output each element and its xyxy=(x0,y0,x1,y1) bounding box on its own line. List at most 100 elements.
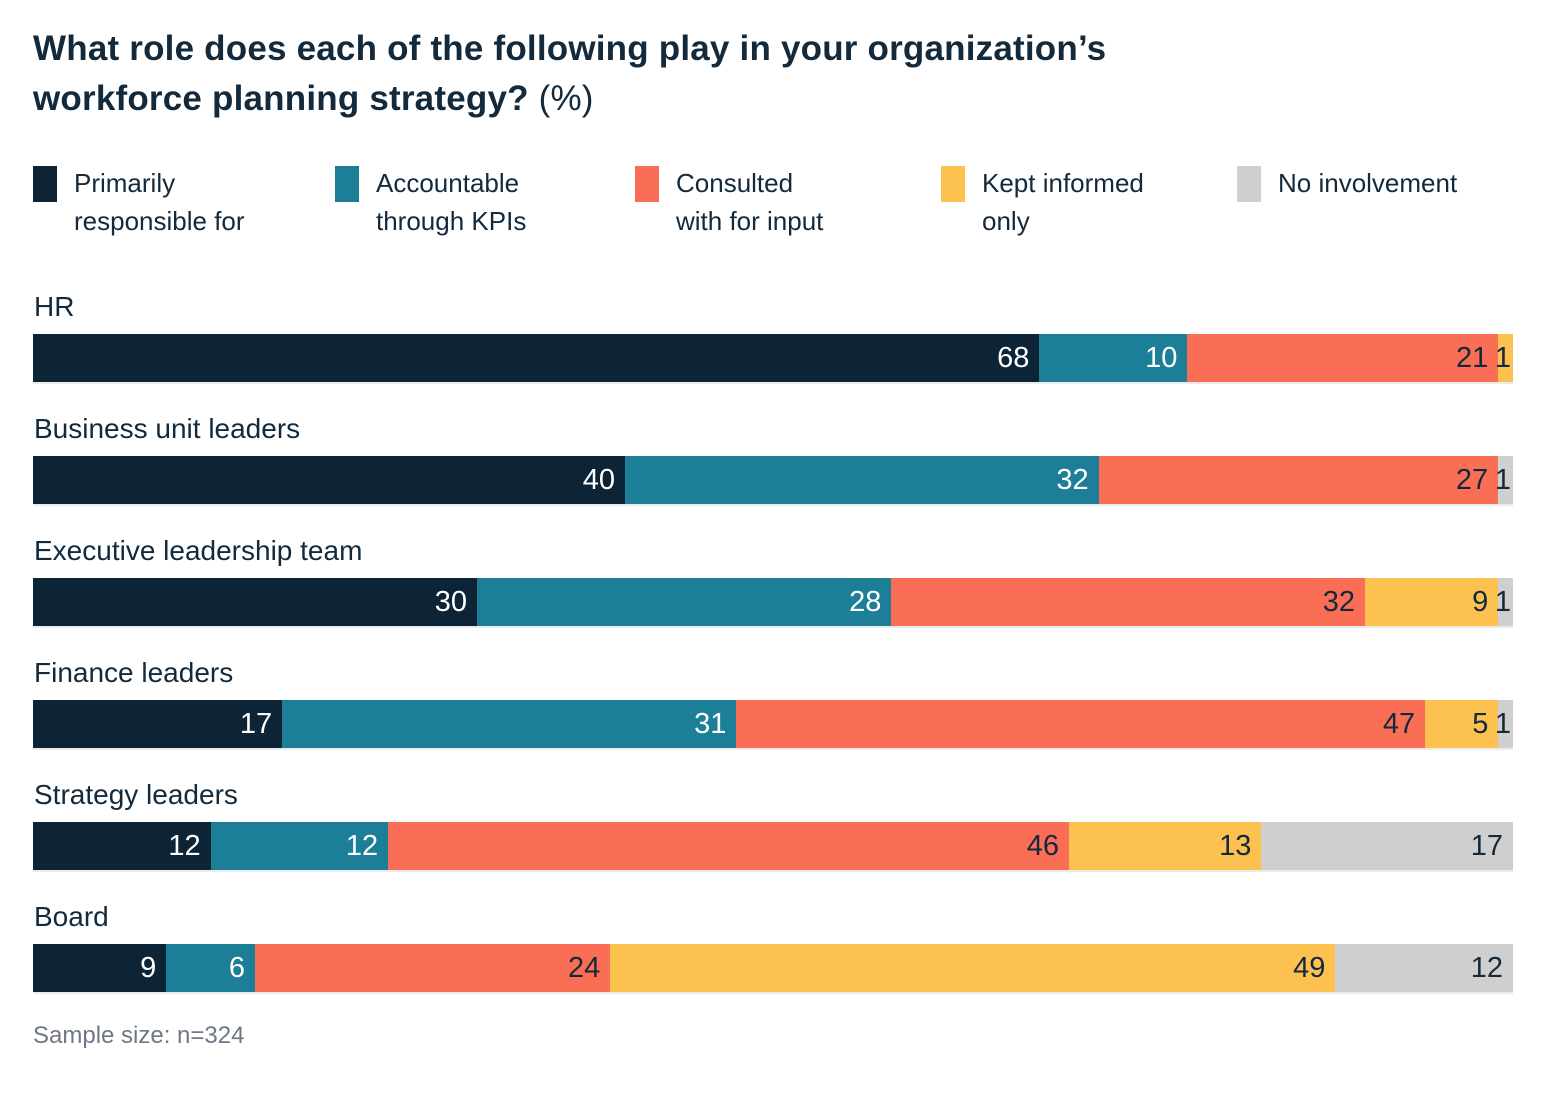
bar-value-label: 13 xyxy=(1219,829,1252,862)
bar-value-label: 12 xyxy=(1470,951,1503,984)
stacked-bar: 9 6 24 49 12 xyxy=(33,944,1513,992)
bar-value-label: 28 xyxy=(849,585,882,618)
chart-title-line1: What role does each of the following pla… xyxy=(33,29,1107,68)
stacked-bar-chart: HR 68 10 21 1 Business unit leaders 40 32 27 1 Exe… xyxy=(33,290,1513,992)
bar-value-label: 1 xyxy=(1494,707,1511,740)
bar-segment: 24 xyxy=(255,944,611,992)
chart-row: Strategy leaders 12 12 46 13 17 xyxy=(33,778,1513,870)
sample-size-note: Sample size: n=324 xyxy=(33,1022,245,1049)
bar-value-label: 17 xyxy=(239,707,273,740)
bar-value-label: 49 xyxy=(1293,951,1326,984)
bar-segment: 1 xyxy=(1494,578,1513,626)
legend-swatch xyxy=(635,166,659,202)
chart-row: HR 68 10 21 1 xyxy=(33,290,1513,382)
legend-label-line: only xyxy=(982,206,1030,236)
bar-value-label: 1 xyxy=(1494,463,1511,496)
bar-value-label: 6 xyxy=(228,951,245,984)
bar-segment: 12 xyxy=(210,822,389,870)
bar-value-label: 47 xyxy=(1382,707,1416,740)
bar-segment: 27 xyxy=(1098,456,1499,504)
bar-segment: 32 xyxy=(891,578,1365,626)
category-label: Strategy leaders xyxy=(34,779,238,810)
legend-label: Accountable through KPIs xyxy=(376,164,526,240)
chart-title-line2: workforce planning strategy? xyxy=(33,79,529,118)
legend-item: Accountable through KPIs xyxy=(335,164,635,240)
category-label: Board xyxy=(34,901,109,932)
legend: Primarily responsible for Accountable throu… xyxy=(33,164,1513,240)
legend-label-line: Consulted xyxy=(676,168,794,198)
bar-segment: 10 xyxy=(1039,334,1188,382)
bar-segment: 31 xyxy=(282,700,737,748)
bar-segment: 40 xyxy=(33,456,625,504)
bar-segment: 9 xyxy=(1365,578,1499,626)
legend-label: Primarily responsible for xyxy=(74,164,245,240)
legend-label-line: with for input xyxy=(676,206,824,236)
bar-segment: 12 xyxy=(33,822,211,870)
category-label: Finance leaders xyxy=(34,657,234,688)
bar-segment: 1 xyxy=(1494,700,1513,748)
bar-segment: 9 xyxy=(33,944,167,992)
chart-row: Board 9 6 24 49 12 xyxy=(33,900,1513,992)
bar-value-label: 1 xyxy=(1494,341,1511,374)
bar-value-label: 40 xyxy=(582,463,615,496)
bar-value-label: 30 xyxy=(434,585,467,618)
bar-value-label: 32 xyxy=(1056,463,1089,496)
bar-value-label: 68 xyxy=(997,341,1030,374)
stacked-bar: 68 10 21 1 xyxy=(33,334,1513,382)
legend-item: Kept informed only xyxy=(941,164,1237,240)
bar-value-label: 12 xyxy=(168,829,201,862)
legend-item: Primarily responsible for xyxy=(33,164,335,240)
legend-swatch xyxy=(941,166,965,202)
bar-value-label: 1 xyxy=(1494,585,1511,618)
bar-segment: 1 xyxy=(1494,334,1513,382)
chart-row: Finance leaders 17 31 47 5 1 xyxy=(33,656,1513,748)
legend-swatch xyxy=(33,166,57,202)
category-label: HR xyxy=(34,291,75,322)
legend-swatch xyxy=(335,166,359,202)
stacked-bar: 17 31 47 5 1 xyxy=(33,700,1513,748)
chart-title-unit: (%) xyxy=(538,79,594,118)
bar-value-label: 9 xyxy=(140,951,157,984)
stacked-bar: 40 32 27 1 xyxy=(33,456,1513,504)
bar-segment: 21 xyxy=(1187,334,1499,382)
legend-label-line: Primarily xyxy=(74,168,176,198)
bar-value-label: 46 xyxy=(1026,829,1059,862)
bar-segment: 68 xyxy=(33,334,1040,382)
bar-segment: 32 xyxy=(625,456,1099,504)
bar-segment: 47 xyxy=(736,700,1426,748)
legend-label: Kept informed only xyxy=(982,164,1144,240)
legend-item: No involvement xyxy=(1237,164,1513,202)
bar-segment: 30 xyxy=(33,578,477,626)
bar-segment: 17 xyxy=(33,700,283,748)
legend-label-line: No involvement xyxy=(1278,168,1458,198)
bar-segment: 17 xyxy=(1261,822,1513,870)
bar-segment: 28 xyxy=(477,578,892,626)
legend-item: Consulted with for input xyxy=(635,164,941,240)
bar-segment: 5 xyxy=(1425,700,1499,748)
legend-swatch xyxy=(1237,166,1261,202)
bar-segment: 46 xyxy=(388,822,1069,870)
bar-value-label: 9 xyxy=(1472,585,1489,618)
stacked-bar: 30 28 32 9 1 xyxy=(33,578,1513,626)
bar-segment: 1 xyxy=(1494,456,1513,504)
bar-value-label: 5 xyxy=(1472,707,1489,740)
legend-label-line: Accountable xyxy=(376,168,520,198)
category-label: Executive leadership team xyxy=(34,535,363,566)
legend-label: No involvement xyxy=(1278,164,1457,202)
legend-label-line: Kept informed xyxy=(982,168,1144,198)
legend-label: Consulted with for input xyxy=(676,164,823,240)
chart-row: Executive leadership team 30 28 32 9 1 xyxy=(33,534,1513,626)
bar-value-label: 10 xyxy=(1145,341,1178,374)
stacked-bar: 12 12 46 13 17 xyxy=(33,822,1513,870)
bar-segment: 6 xyxy=(166,944,255,992)
bar-value-label: 12 xyxy=(345,829,379,862)
bar-value-label: 24 xyxy=(567,951,601,984)
bar-segment: 12 xyxy=(1335,944,1513,992)
bar-value-label: 31 xyxy=(694,707,727,740)
bar-value-label: 27 xyxy=(1455,463,1489,496)
legend-label-line: through KPIs xyxy=(376,206,527,236)
bar-segment: 49 xyxy=(610,944,1336,992)
bar-value-label: 17 xyxy=(1470,829,1503,862)
bar-value-label: 21 xyxy=(1455,341,1489,374)
